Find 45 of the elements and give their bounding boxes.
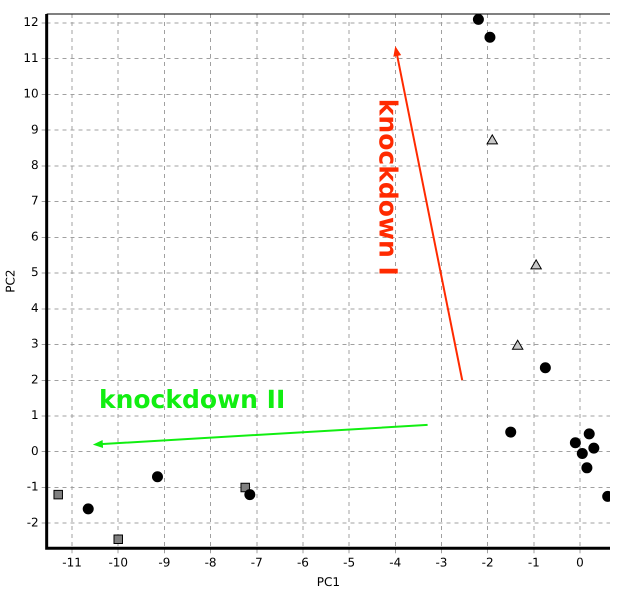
- y-tick-label: 1: [31, 408, 39, 422]
- y-tick-label: 5: [31, 265, 39, 280]
- x-tick-label: -11: [62, 556, 82, 570]
- point: [244, 489, 256, 500]
- y-tick-label: 12: [23, 15, 39, 30]
- x-tick-label: -10: [108, 556, 128, 570]
- y-tick-label: -2: [26, 515, 39, 530]
- y-axis-title: PC2: [3, 269, 18, 293]
- x-tick-label: -3: [435, 556, 448, 570]
- y-tick-label: 9: [31, 122, 39, 136]
- x-tick-label: -1: [528, 556, 540, 570]
- y-tick-label: 2: [31, 372, 39, 386]
- x-tick-label: -2: [482, 556, 494, 570]
- x-axis-title: PC1: [316, 574, 340, 589]
- y-tick-label: 10: [23, 86, 39, 101]
- x-tick-label: -6: [296, 556, 309, 570]
- x-tick-label: -7: [250, 556, 263, 570]
- point: [472, 14, 484, 25]
- y-tick-label: 6: [31, 229, 39, 244]
- x-tick-label: -5: [343, 556, 356, 570]
- x-tick-label: -8: [204, 556, 217, 570]
- point: [584, 428, 595, 440]
- annotation: knockdown II: [98, 385, 286, 414]
- point: [484, 32, 496, 43]
- point: [82, 503, 94, 514]
- y-tick-label: -1: [26, 480, 39, 494]
- y-tick-label: 0: [31, 444, 39, 458]
- point: [588, 442, 600, 454]
- point: [114, 534, 123, 544]
- point: [581, 462, 592, 474]
- point: [505, 426, 516, 438]
- point: [53, 490, 63, 500]
- x-tick-label: 0: [576, 556, 584, 570]
- y-tick-label: 7: [31, 194, 39, 208]
- y-tick-label: 3: [31, 336, 39, 351]
- point: [576, 448, 588, 460]
- y-tick-label: 4: [31, 300, 39, 315]
- annotation: knockdown I: [374, 98, 403, 276]
- y-tick-label: 8: [31, 158, 39, 172]
- y-tick-label: 11: [23, 50, 39, 65]
- x-tick-label: -9: [158, 556, 170, 570]
- point: [152, 471, 163, 482]
- x-tick-label: -4: [389, 556, 402, 570]
- point: [540, 362, 551, 374]
- point: [570, 437, 581, 448]
